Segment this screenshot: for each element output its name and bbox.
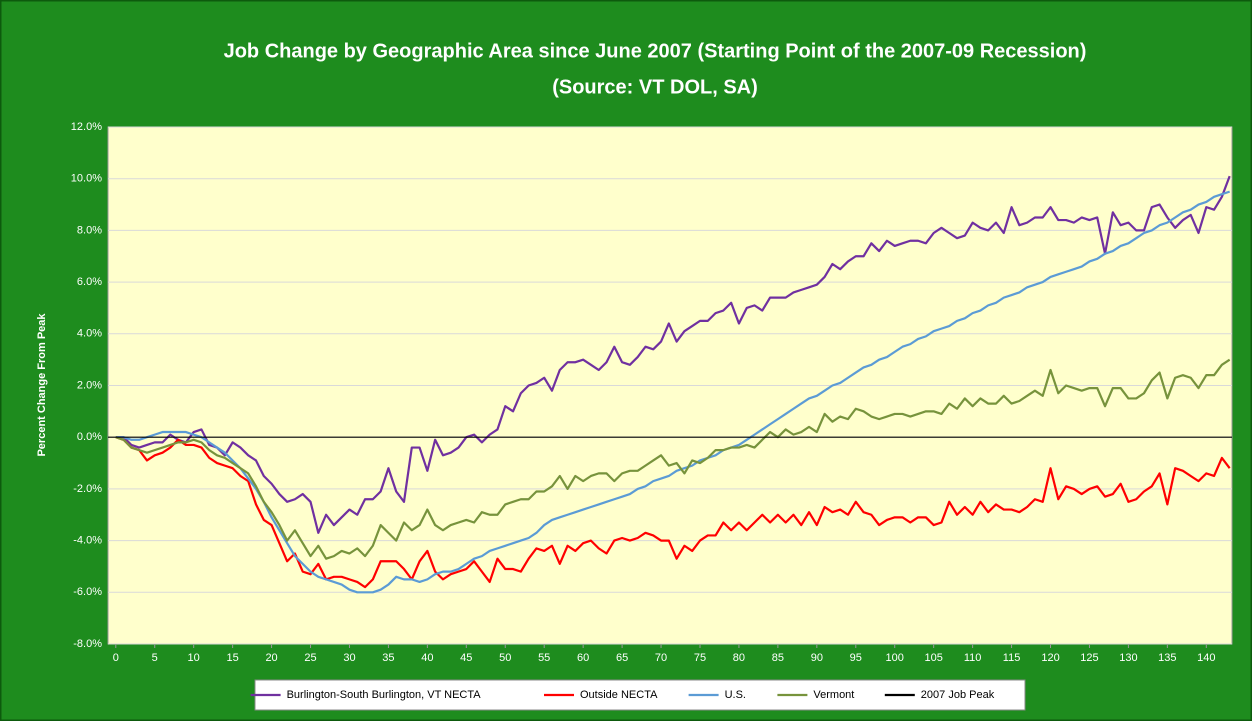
x-tick-label: 15 <box>227 652 239 664</box>
legend-label: Vermont <box>813 689 854 701</box>
x-tick-label: 45 <box>460 652 472 664</box>
x-tick-label: 80 <box>733 652 745 664</box>
x-tick-label: 10 <box>188 652 200 664</box>
series-line <box>115 436 1231 589</box>
y-tick-label: 12.0% <box>71 121 102 133</box>
x-tick-label: 85 <box>772 652 784 664</box>
x-tick-label: 75 <box>694 652 706 664</box>
x-tick-label: 105 <box>924 652 942 664</box>
y-tick-label: 8.0% <box>77 224 102 236</box>
x-tick-label: 5 <box>152 652 158 664</box>
legend-label: Outside NECTA <box>580 689 658 701</box>
x-tick-label: 135 <box>1158 652 1176 664</box>
x-tick-label: 100 <box>886 652 904 664</box>
y-axis-label: Percent Change From Peak <box>36 313 48 457</box>
x-tick-label: 0 <box>113 652 119 664</box>
x-tick-label: 125 <box>1080 652 1098 664</box>
legend-label: 2007 Job Peak <box>921 689 995 701</box>
series-line <box>115 358 1231 560</box>
x-tick-label: 50 <box>499 652 511 664</box>
x-tick-label: 30 <box>343 652 355 664</box>
y-tick-label: -8.0% <box>73 638 102 650</box>
legend-label: U.S. <box>725 689 746 701</box>
chart-title: Job Change by Geographic Area since June… <box>224 40 1087 62</box>
x-tick-label: 115 <box>1003 652 1021 664</box>
y-tick-label: -4.0% <box>73 535 102 547</box>
x-tick-label: 130 <box>1119 652 1137 664</box>
x-tick-label: 70 <box>655 652 667 664</box>
y-tick-label: 10.0% <box>71 173 102 185</box>
y-tick-label: -6.0% <box>73 586 102 598</box>
x-tick-label: 35 <box>382 652 394 664</box>
legend-label: Burlington-South Burlington, VT NECTA <box>287 689 482 701</box>
x-tick-label: 55 <box>538 652 550 664</box>
x-tick-label: 60 <box>577 652 589 664</box>
x-tick-label: 95 <box>850 652 862 664</box>
x-tick-label: 25 <box>304 652 316 664</box>
x-tick-label: 120 <box>1041 652 1059 664</box>
x-tick-label: 20 <box>265 652 277 664</box>
chart-subtitle: (Source: VT DOL, SA) <box>552 76 758 98</box>
y-tick-label: 4.0% <box>77 328 102 340</box>
x-tick-label: 90 <box>811 652 823 664</box>
x-tick-label: 140 <box>1197 652 1215 664</box>
series-line <box>115 190 1231 594</box>
y-tick-label: 0.0% <box>77 431 102 443</box>
x-tick-label: 40 <box>421 652 433 664</box>
y-tick-label: -2.0% <box>73 483 102 495</box>
series-line <box>115 175 1231 534</box>
x-tick-label: 110 <box>964 652 982 664</box>
y-tick-label: 6.0% <box>77 276 102 288</box>
x-tick-label: 65 <box>616 652 628 664</box>
y-tick-label: 2.0% <box>77 379 102 391</box>
